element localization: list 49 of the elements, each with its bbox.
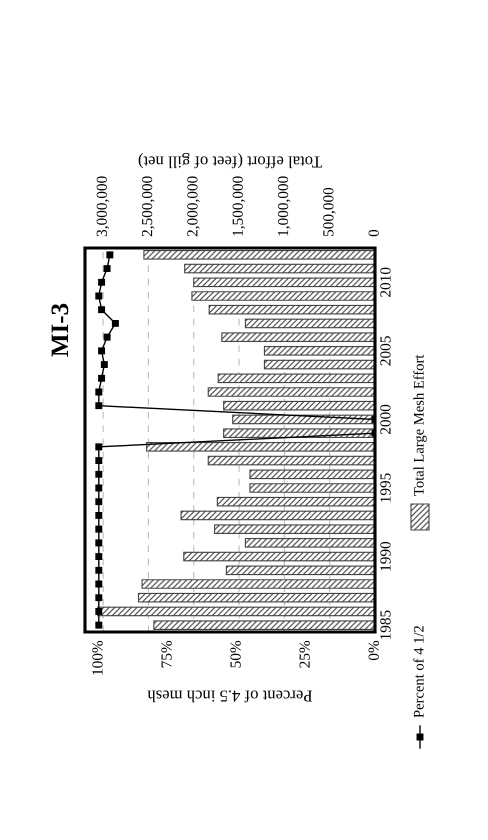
point xyxy=(95,608,102,615)
x2-tick-label: 500,000 xyxy=(323,188,336,236)
x-tick-label: 25% xyxy=(299,640,310,668)
point xyxy=(112,320,119,327)
y-tick-label: 1985 xyxy=(380,610,391,640)
text: Total Large Mesh Effort xyxy=(413,354,427,496)
text: MI-3 xyxy=(51,304,68,357)
point xyxy=(100,361,108,368)
y-tick-label: 2005 xyxy=(380,336,391,366)
point xyxy=(98,278,106,286)
point xyxy=(95,388,102,396)
x-tick-label: 0% xyxy=(368,640,379,660)
y-tick-label: 1990 xyxy=(380,542,391,571)
point xyxy=(95,443,102,450)
point xyxy=(98,347,106,354)
x2-tick-label: 0 xyxy=(368,230,379,236)
point xyxy=(98,306,106,314)
x2-tick-label: 3,000,000 xyxy=(96,176,110,236)
point xyxy=(95,484,102,492)
point xyxy=(95,526,102,533)
x-tick-label: 75% xyxy=(161,640,172,668)
x2-axis-title: Total effort (feet of gill net) xyxy=(138,152,322,168)
point xyxy=(95,580,102,588)
point xyxy=(106,251,114,258)
x2-tick-label: 1,500,000 xyxy=(232,176,246,236)
x2-tick-label: 1,000,000 xyxy=(278,176,290,236)
point xyxy=(95,470,102,478)
point xyxy=(95,292,102,300)
point xyxy=(95,566,102,574)
y-tick-label: 2000 xyxy=(380,404,391,434)
point xyxy=(104,265,111,272)
point xyxy=(104,334,111,341)
x-tick-label: 50% xyxy=(230,640,241,668)
y-tick-label: 2010 xyxy=(380,268,391,297)
point xyxy=(95,553,102,560)
point xyxy=(95,622,102,629)
point xyxy=(95,498,102,506)
x-axis-title: Percent of 4.5 inch mesh xyxy=(148,690,312,702)
x2-tick-label: 2,000,000 xyxy=(187,176,200,236)
point xyxy=(95,512,102,519)
point xyxy=(95,539,102,546)
x-tick-label: 100% xyxy=(92,640,103,675)
point xyxy=(98,374,106,382)
x2-tick-label: 2,500,000 xyxy=(142,176,154,236)
point xyxy=(95,457,102,464)
point xyxy=(95,594,102,602)
point xyxy=(95,402,102,410)
y-tick-label: 1995 xyxy=(380,473,391,502)
text: Percent of 4 1/2 xyxy=(413,626,424,718)
